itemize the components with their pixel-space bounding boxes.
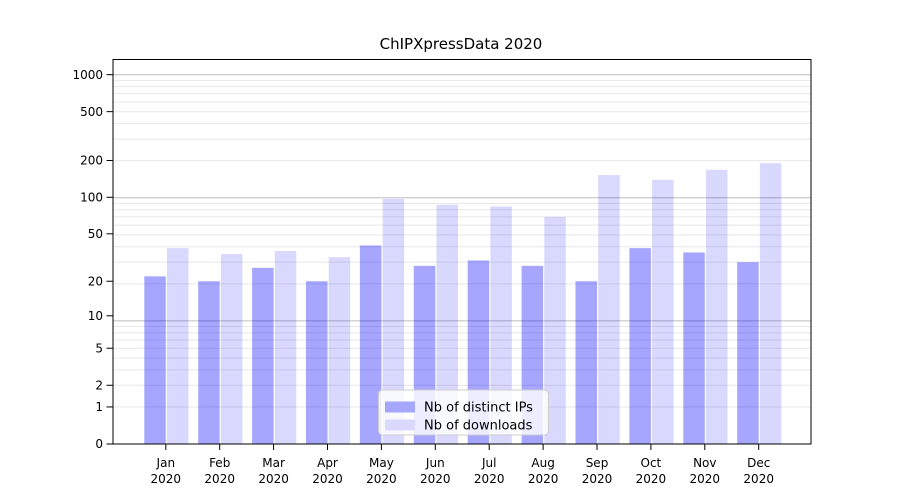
plot-frame xyxy=(112,59,812,445)
legend-box xyxy=(378,389,549,436)
bar-distinct-ips-dec xyxy=(737,262,759,444)
bar-distinct-ips-jan xyxy=(144,276,166,444)
x-axis: Jan 2020 Feb 2020 Mar 2020 Apr 2020 May 2020 Jun 20… xyxy=(151,444,774,486)
y-tick-label: 0 xyxy=(95,437,103,451)
bar-downloads-jan xyxy=(167,248,189,444)
bar-downloads-nov xyxy=(706,169,728,445)
x-tick-label-year: 2020 xyxy=(690,472,721,486)
x-tick-label-month: Dec xyxy=(747,456,770,470)
x-tick-label-year: 2020 xyxy=(420,472,451,486)
x-tick-label-year: 2020 xyxy=(151,472,182,486)
x-tick-label-year: 2020 xyxy=(366,472,397,486)
x-tick-label-year: 2020 xyxy=(528,472,559,486)
x-tick-label-month: Aug xyxy=(531,456,554,470)
x-tick-label-year: 2020 xyxy=(743,472,774,486)
x-tick-label-month: Jan xyxy=(156,456,176,470)
legend-label-downloads: Nb of downloads xyxy=(424,419,533,434)
bar-downloads-jul xyxy=(490,206,512,444)
legend: Nb of distinct IPs Nb of downloads xyxy=(378,389,549,436)
bar-downloads-sep xyxy=(598,175,620,444)
x-tick-label-year: 2020 xyxy=(582,472,613,486)
bar-downloads-dec xyxy=(759,163,782,445)
x-tick-label-month: Feb xyxy=(209,456,230,470)
x-tick-label-year: 2020 xyxy=(204,472,235,486)
legend-label-distinct-ips: Nb of distinct IPs xyxy=(424,401,533,416)
bar-downloads-feb xyxy=(220,253,243,444)
bar-downloads-may xyxy=(382,198,405,444)
x-tick-label-year: 2020 xyxy=(312,472,343,486)
y-tick-label: 1000 xyxy=(72,68,103,82)
chart-title: ChIPXpressData 2020 xyxy=(380,35,543,53)
bar-distinct-ips-oct xyxy=(629,248,651,444)
bar-distinct-ips-apr xyxy=(306,281,328,444)
y-tick-label: 50 xyxy=(88,227,103,241)
bar-distinct-ips-may xyxy=(359,245,382,444)
y-tick-label: 1 xyxy=(95,400,103,414)
x-tick-label-month: Oct xyxy=(641,456,662,470)
y-tick-label: 20 xyxy=(88,274,103,288)
x-tick-label-month: Jul xyxy=(481,456,496,470)
legend-swatch-downloads xyxy=(385,419,415,431)
y-axis: 0 1 2 5 10 20 50 100 200 500 1000 xyxy=(72,68,113,451)
y-tick-label: 500 xyxy=(80,105,103,119)
bar-downloads-aug xyxy=(544,216,566,444)
x-tick-label-year: 2020 xyxy=(474,472,505,486)
x-tick-label-year: 2020 xyxy=(258,472,289,486)
x-tick-label-month: Mar xyxy=(262,456,285,470)
gridlines-minor xyxy=(113,79,811,408)
bar-distinct-ips-feb xyxy=(198,281,220,444)
bars xyxy=(144,163,782,445)
bar-distinct-ips-nov xyxy=(683,252,705,444)
bar-distinct-ips-mar xyxy=(252,267,274,444)
x-tick-label-month: May xyxy=(369,456,394,470)
bar-downloads-jun xyxy=(436,204,458,444)
bar-downloads-apr xyxy=(328,257,351,444)
legend-swatch-distinct-ips xyxy=(385,401,415,413)
x-tick-label-month: Jun xyxy=(425,456,445,470)
y-tick-label: 200 xyxy=(80,154,103,168)
bar-distinct-ips-sep xyxy=(575,281,597,444)
x-tick-label-month: Nov xyxy=(693,456,716,470)
x-tick-label-month: Apr xyxy=(317,456,338,470)
bar-downloads-mar xyxy=(274,250,297,444)
y-tick-label: 2 xyxy=(95,378,103,392)
x-tick-label-year: 2020 xyxy=(636,472,667,486)
x-tick-label-month: Sep xyxy=(586,456,609,470)
bar-downloads-oct xyxy=(652,179,674,444)
y-tick-label: 5 xyxy=(95,341,103,355)
y-tick-label: 100 xyxy=(80,190,103,204)
y-tick-label: 10 xyxy=(88,309,103,323)
gridlines-major xyxy=(113,74,811,322)
